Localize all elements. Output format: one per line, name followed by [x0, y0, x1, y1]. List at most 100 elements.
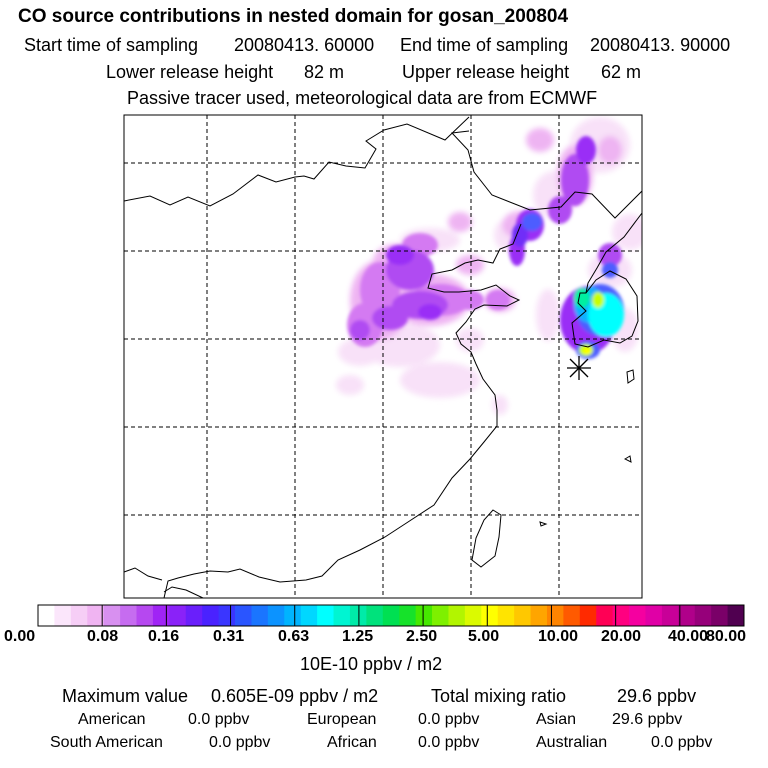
colorbar-swatch — [267, 605, 285, 626]
end-time-label: End time of sampling — [400, 35, 569, 55]
colorbar-swatch — [530, 605, 548, 626]
colorbar — [37, 604, 745, 627]
region-name-south-american: South American — [50, 734, 163, 751]
colorbar-swatch — [366, 605, 384, 626]
region-name-american: American — [78, 711, 146, 728]
plume-blob — [456, 255, 484, 275]
region-name-australian: Australian — [536, 734, 608, 751]
receptor-asterisk-marker — [567, 356, 591, 380]
plume-blob — [576, 136, 596, 164]
colorbar-label: 10.00 — [538, 628, 579, 645]
max-value: 0.605E-09 ppbv / m2 — [211, 686, 379, 706]
plume-blob — [456, 290, 484, 310]
colorbar-swatch — [152, 605, 170, 626]
colorbar-swatch — [136, 605, 154, 626]
region-value-south-american: 0.0 ppbv — [209, 734, 271, 751]
colorbar-swatch — [54, 605, 72, 626]
colorbar-swatch — [317, 605, 334, 626]
colorbar-swatch — [120, 605, 137, 626]
colorbar-swatch — [349, 605, 367, 626]
upper-height-label: Upper release height — [402, 62, 570, 82]
region-name-european: European — [307, 711, 377, 728]
colorbar-swatch — [711, 605, 728, 626]
end-time-value: 20080413. 90000 — [590, 35, 731, 55]
colorbar-swatch — [284, 605, 302, 626]
plume-blob — [336, 375, 364, 395]
colorbar-label: 0.63 — [278, 628, 310, 645]
colorbar-swatch — [251, 605, 269, 626]
coastlines — [124, 116, 642, 598]
colorbar-label: 0.31 — [213, 628, 245, 645]
colorbar-label: 0.08 — [87, 628, 119, 645]
colorbar-label: 80.00 — [706, 628, 747, 645]
start-time-value: 20080413. 60000 — [234, 35, 375, 55]
colorbar-label: 0.00 — [4, 628, 36, 645]
colorbar-label: 0.16 — [148, 628, 180, 645]
colorbar-swatch — [432, 605, 449, 626]
plume-blob — [536, 289, 560, 341]
colorbar-frame — [37, 604, 745, 627]
colorbar-swatch — [497, 605, 515, 626]
plume-blob — [492, 395, 508, 415]
region-value-asian: 29.6 ppbv — [612, 711, 683, 728]
total-mixing-value: 29.6 ppbv — [617, 686, 697, 706]
colorbar-swatch — [415, 605, 433, 626]
plume-blob — [548, 196, 572, 224]
region-value-european: 0.0 ppbv — [418, 711, 480, 728]
plume-blob — [350, 320, 370, 340]
page-title: CO source contributions in nested domain… — [18, 6, 569, 27]
region-value-american: 0.0 ppbv — [188, 711, 250, 728]
colorbar-swatch — [464, 605, 482, 626]
start-time-label: Start time of sampling — [24, 35, 199, 55]
colorbar-swatch — [481, 605, 499, 626]
colorbar-swatch — [448, 605, 466, 626]
lower-height-label: Lower release height — [106, 62, 274, 82]
region-name-asian: Asian — [536, 711, 577, 728]
plume-blob — [448, 212, 472, 232]
colorbar-swatch — [300, 605, 318, 626]
colorbar-swatch — [546, 605, 564, 626]
colorbar-swatch — [694, 605, 712, 626]
colorbar-swatch — [727, 605, 745, 626]
colorbar-swatch — [514, 605, 531, 626]
colorbar-swatch — [645, 605, 663, 626]
colorbar-swatch — [382, 605, 400, 626]
max-value-label: Maximum value — [62, 686, 189, 706]
plume-layer — [336, 117, 642, 415]
colorbar-units: 10E-10 ppbv / m2 — [300, 654, 443, 674]
colorbar-swatch — [333, 605, 351, 626]
colorbar-label: 2.50 — [406, 628, 438, 645]
colorbar-swatch — [596, 605, 614, 626]
plume-blob — [400, 362, 480, 398]
colorbar-swatch — [218, 605, 236, 626]
region-name-african: African — [327, 734, 377, 751]
colorbar-swatch — [185, 605, 203, 626]
colorbar-label: 5.00 — [468, 628, 500, 645]
colorbar-swatch — [169, 605, 187, 626]
graticule — [124, 115, 642, 598]
colorbar-label: 20.00 — [601, 628, 642, 645]
plume-blob — [598, 136, 622, 164]
colorbar-swatch — [235, 605, 252, 626]
plume-blob — [602, 262, 618, 278]
upper-height-value: 62 m — [601, 62, 642, 82]
plume-blob — [456, 328, 484, 352]
plume-blob — [583, 348, 591, 354]
total-mixing-label: Total mixing ratio — [431, 686, 567, 706]
colorbar-swatch — [70, 605, 88, 626]
colorbar-swatch — [678, 605, 696, 626]
region-value-african: 0.0 ppbv — [418, 734, 480, 751]
colorbar-swatch — [399, 605, 417, 626]
plume-blob — [522, 213, 542, 231]
plume-blob — [418, 304, 442, 320]
lower-height-value: 82 m — [304, 62, 345, 82]
colorbar-swatch — [202, 605, 220, 626]
colorbar-swatch — [661, 605, 679, 626]
plume-blob — [526, 128, 554, 152]
plume-blob — [386, 245, 414, 265]
colorbar-label: 40.00 — [668, 628, 709, 645]
plume-blob — [512, 223, 528, 247]
plume-blob — [372, 306, 408, 330]
map-frame — [123, 114, 643, 599]
